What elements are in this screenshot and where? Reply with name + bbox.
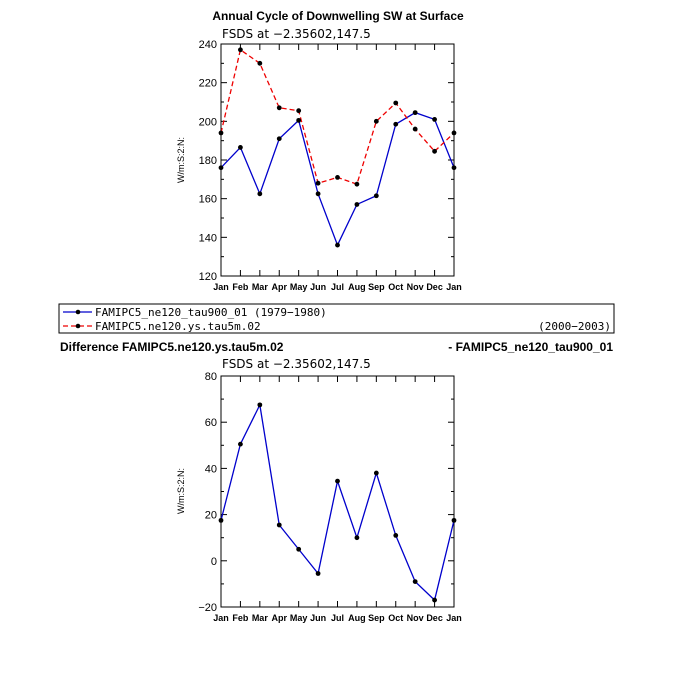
top-xtick-label: Aug [348, 282, 366, 292]
bottom-series-1-point [238, 441, 243, 447]
top-series-line-2 [220, 48, 455, 186]
top-xtick-label: Jul [331, 282, 344, 292]
top-series-2-point [335, 175, 340, 180]
top-series-2-point [393, 100, 399, 106]
top-chart-subtitle: FSDS at −2.35602,147.5 [222, 27, 371, 41]
top-xtick-label: Oct [388, 282, 403, 292]
top-ytick-label: 140 [199, 232, 217, 244]
top-chart-title: Annual Cycle of Downwelling SW at Surfac… [212, 9, 464, 23]
bottom-ytick-label: 20 [205, 510, 217, 522]
bottom-frame [220, 375, 455, 608]
bottom-ytick-label: −20 [198, 602, 217, 614]
top-series-2-point [354, 181, 360, 187]
bottom-xtick-label: Jun [310, 613, 326, 623]
bottom-xtick-label: Aug [348, 613, 366, 623]
top-xtick-label: Dec [426, 282, 443, 292]
top-xtick-label: Sep [368, 282, 385, 292]
top-xtick-label: Jan [446, 282, 462, 292]
top-series-1-point [218, 165, 224, 171]
top-xtick-label: Apr [272, 282, 288, 292]
top-ytick-label: 220 [199, 78, 217, 90]
legend-box [58, 303, 615, 334]
bottom-series-1-point [257, 402, 263, 408]
bottom-series-1-point [373, 470, 379, 476]
top-series-1-point [315, 191, 321, 197]
top-series-1-point [373, 193, 379, 199]
top-series-1-point [354, 202, 360, 207]
bottom-xtick-label: Dec [426, 613, 443, 623]
top-series-2-point [451, 130, 457, 136]
bottom-series-1-point [218, 517, 224, 523]
top-chart-ylabel: W/m:S:2:N: [176, 137, 186, 183]
top-series-1-point [335, 242, 340, 248]
bottom-xtick-label: May [290, 613, 308, 623]
top-xtick-label: Feb [232, 282, 249, 292]
top-series-2-point [315, 180, 321, 186]
legend-entry-1: FAMIPC5_ne120_tau900_01 (1979−1980) [63, 306, 327, 319]
top-xtick-label: Jan [213, 282, 229, 292]
bottom-chart-title-right: - FAMIPC5_ne120_tau900_01 [448, 340, 613, 354]
bottom-ytick-label: 60 [205, 417, 217, 429]
bottom-chart-subtitle: FSDS at −2.35602,147.5 [222, 357, 371, 371]
bottom-chart-title-left: Difference FAMIPC5.ne120.ys.tau5m.02 [60, 340, 284, 354]
top-ytick-label: 180 [199, 155, 217, 167]
bottom-chart-ylabel: W/m:S:2:N: [176, 468, 186, 514]
legend-label-2: FAMIPC5.ne120.ys.tau5m.02 [95, 320, 261, 333]
bottom-series-1-point [315, 571, 321, 576]
bottom-xtick-label: Jan [213, 613, 229, 623]
bottom-ytick-label: 80 [205, 371, 217, 383]
top-ytick-label: 240 [199, 39, 217, 51]
bottom-xtick-label: Jan [446, 613, 462, 623]
legend-label-1: FAMIPC5_ne120_tau900_01 (1979−1980) [95, 306, 327, 319]
bottom-series-1-point [432, 597, 437, 603]
bottom-series-1-point [412, 579, 418, 584]
top-series-2-point [238, 47, 243, 53]
top-series-1-point [393, 121, 399, 127]
bottom-series-1-point [451, 517, 457, 523]
top-ytick-label: 160 [199, 194, 217, 206]
top-xtick-label: Mar [252, 282, 269, 292]
top-frame [220, 43, 455, 277]
bottom-series-1-point [354, 535, 360, 541]
bottom-xtick-label: Jul [331, 613, 344, 623]
top-series-2-point [432, 148, 437, 154]
top-xtick-label: Nov [407, 282, 424, 292]
top-series-2-point [296, 108, 302, 114]
top-ytick-label: 120 [199, 271, 217, 283]
top-xtick-label: Jun [310, 282, 326, 292]
legend-entry-2: FAMIPC5.ne120.ys.tau5m.02 (2000−2003) [63, 320, 611, 333]
top-series-2-point [257, 60, 263, 66]
top-ytick-label: 200 [199, 116, 217, 128]
bottom-xtick-label: Nov [407, 613, 424, 623]
top-series-2-point [373, 118, 379, 124]
top-series-1-point [451, 165, 457, 171]
bottom-series-line-1 [220, 402, 455, 602]
bottom-xtick-label: Apr [272, 613, 288, 623]
bottom-ytick-label: 0 [211, 556, 217, 568]
top-series-1-point [238, 145, 243, 150]
bottom-series-1-point [276, 522, 282, 528]
bottom-series-1-point [393, 532, 399, 538]
bottom-series-1-point [335, 478, 340, 484]
bottom-ytick-label: 40 [205, 463, 217, 475]
top-series-2-point [218, 130, 224, 136]
top-series-1-point [276, 136, 282, 142]
top-series-1-point [296, 117, 302, 123]
top-series-1-point [412, 110, 418, 116]
top-series-2-point [276, 105, 282, 111]
top-xtick-label: May [290, 282, 308, 292]
top-series-2-point [412, 126, 418, 132]
top-series-1-point [257, 191, 263, 197]
bottom-xtick-label: Oct [388, 613, 403, 623]
bottom-series-1-point [296, 546, 302, 552]
bottom-xtick-label: Feb [232, 613, 249, 623]
top-series-1-point [432, 117, 437, 122]
bottom-xtick-label: Sep [368, 613, 385, 623]
bottom-xtick-label: Mar [252, 613, 269, 623]
legend-period-2: (2000−2003) [538, 320, 611, 333]
